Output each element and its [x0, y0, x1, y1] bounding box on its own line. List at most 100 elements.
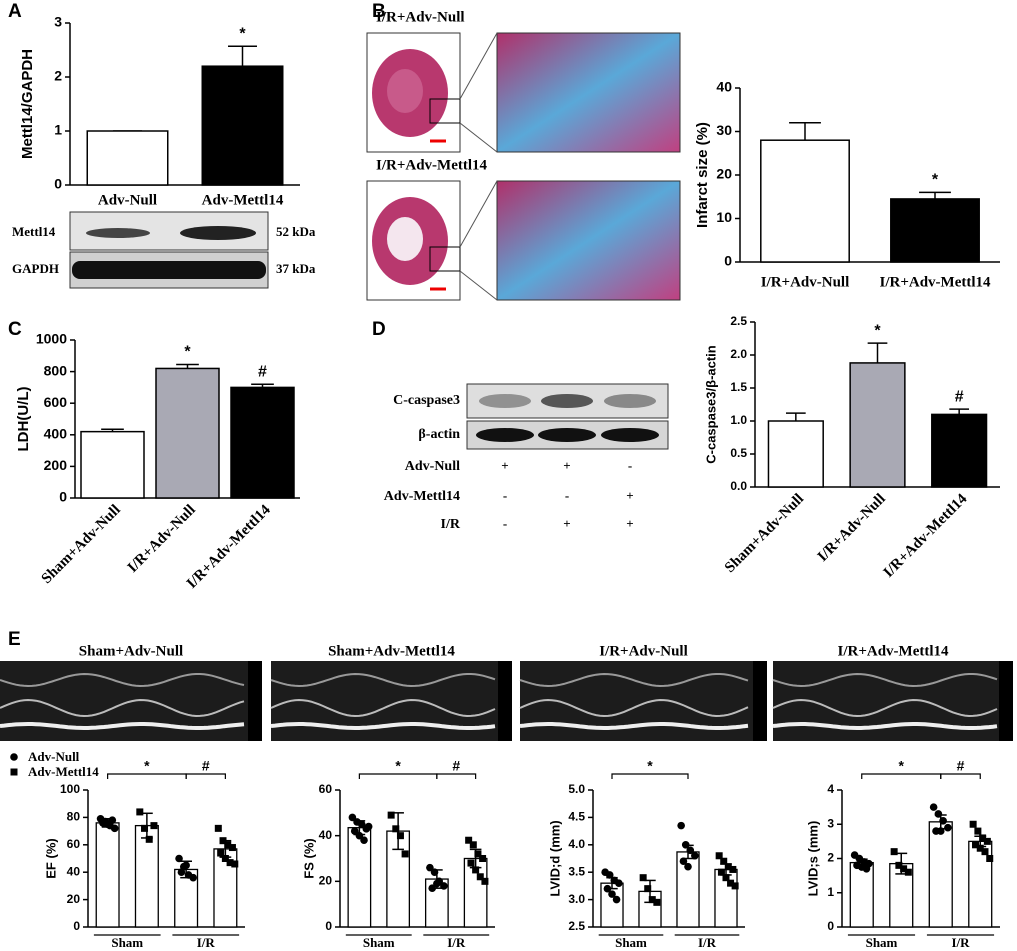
heart-section: [387, 217, 423, 261]
data-point: [929, 803, 938, 811]
blot-size-label: 37 kDa: [276, 261, 316, 276]
image-title: I/R+Adv-Mettl14: [837, 643, 949, 659]
band: [476, 428, 534, 442]
y-tick-label: 2: [54, 68, 62, 84]
group-label: I/R: [447, 935, 466, 950]
y-tick-label: 60: [67, 837, 81, 851]
band: [72, 261, 266, 279]
data-point: [481, 877, 489, 885]
y-tick-label: 0: [54, 176, 62, 192]
y-axis-label: FS (%): [301, 838, 316, 878]
y-tick-label: 20: [716, 166, 732, 182]
y-tick-label: 4.0: [568, 837, 585, 851]
echo-wall: [270, 672, 496, 688]
condition-sign: -: [503, 516, 507, 531]
condition-sign: +: [626, 516, 633, 531]
data-point: [110, 824, 119, 833]
image-title: Sham+Adv-Null: [79, 643, 183, 659]
bar: [347, 827, 372, 928]
band: [86, 228, 150, 238]
legend-label: Adv-Null: [28, 749, 80, 764]
condition-sign: +: [563, 458, 570, 473]
data-point: [976, 844, 984, 852]
bar: [80, 430, 145, 499]
x-tick-label: Sham+Adv-Null: [722, 491, 807, 576]
x-tick-label: Sham+Adv-Null: [39, 502, 124, 587]
x-tick-label: I/R+Adv-Null: [761, 274, 850, 290]
bar: [767, 420, 824, 488]
zoom-image: [496, 32, 681, 153]
data-point: [679, 857, 688, 866]
y-axis-label: Mettl14/GAPDH: [19, 49, 36, 159]
echo-wall: [270, 722, 496, 730]
y-tick-label: 20: [319, 874, 333, 888]
bar: [849, 861, 874, 928]
y-tick-label: 400: [44, 426, 68, 442]
x-tick-label: I/R+Adv-Mettl14: [881, 491, 971, 581]
data-point: [189, 873, 197, 882]
data-point: [615, 879, 623, 887]
y-axis-label: LVID;d (mm): [547, 820, 562, 896]
bar: [849, 362, 906, 488]
y-tick-label: 800: [44, 362, 68, 378]
annotation: #: [955, 388, 964, 405]
y-tick-label: 0.0: [730, 479, 747, 493]
blot-row-label: C-caspase3: [393, 393, 460, 408]
blot-row-label: β-actin: [418, 427, 460, 442]
echo-scale: [753, 661, 767, 741]
data-point: [217, 849, 225, 857]
y-tick-label: 0: [827, 919, 834, 933]
y-tick-label: 3: [54, 14, 62, 30]
data-point: [396, 832, 404, 840]
y-tick-label: 1.5: [730, 380, 747, 394]
band: [604, 394, 656, 408]
data-point: [983, 837, 991, 845]
zoom-image: [496, 180, 681, 301]
x-tick-label: Adv-Mettl14: [202, 192, 284, 208]
y-tick-label: 0.5: [730, 446, 747, 460]
panel-label: A: [8, 1, 22, 22]
x-tick-label: I/R+Adv-Mettl14: [879, 274, 991, 290]
zoom-line: [459, 32, 498, 100]
y-tick-label: 0: [59, 489, 67, 505]
echo-wall: [0, 698, 245, 718]
comparison-bracket: [358, 773, 438, 779]
y-tick-label: 40: [67, 864, 81, 878]
data-point: [717, 868, 725, 876]
echo-wall: [0, 672, 245, 688]
annotation: #: [202, 758, 210, 774]
y-tick-label: 5.0: [568, 782, 585, 796]
data-point: [972, 841, 980, 849]
y-tick-label: 1.0: [730, 413, 747, 427]
bar: [86, 130, 169, 186]
data-point: [136, 808, 144, 816]
data-point: [724, 863, 732, 871]
image-title: I/R+Adv-Mettl14: [376, 157, 488, 173]
data-point: [979, 834, 987, 842]
x-tick-label: I/R+Adv-Null: [815, 491, 889, 565]
echo-scale: [248, 661, 262, 741]
condition-sign: +: [563, 516, 570, 531]
data-point: [228, 844, 236, 852]
group-label: Sham: [615, 935, 647, 950]
legend-marker: [10, 768, 18, 776]
comparison-bracket: [185, 773, 226, 779]
y-tick-label: 600: [44, 394, 68, 410]
panel-label: B: [372, 1, 386, 22]
data-point: [141, 824, 149, 832]
panel-label: E: [8, 629, 21, 650]
annotation: #: [957, 758, 965, 774]
data-point: [364, 822, 373, 831]
y-tick-label: 2.5: [730, 314, 747, 328]
data-point: [214, 824, 222, 832]
condition-sign: -: [628, 458, 632, 473]
data-point: [648, 896, 656, 904]
y-tick-label: 40: [319, 828, 333, 842]
annotation: *: [647, 758, 653, 774]
bar: [760, 139, 850, 263]
blot-row-label: GAPDH: [12, 261, 59, 276]
data-point: [145, 835, 153, 843]
y-tick-label: 3: [827, 816, 834, 830]
annotation: *: [874, 322, 881, 339]
